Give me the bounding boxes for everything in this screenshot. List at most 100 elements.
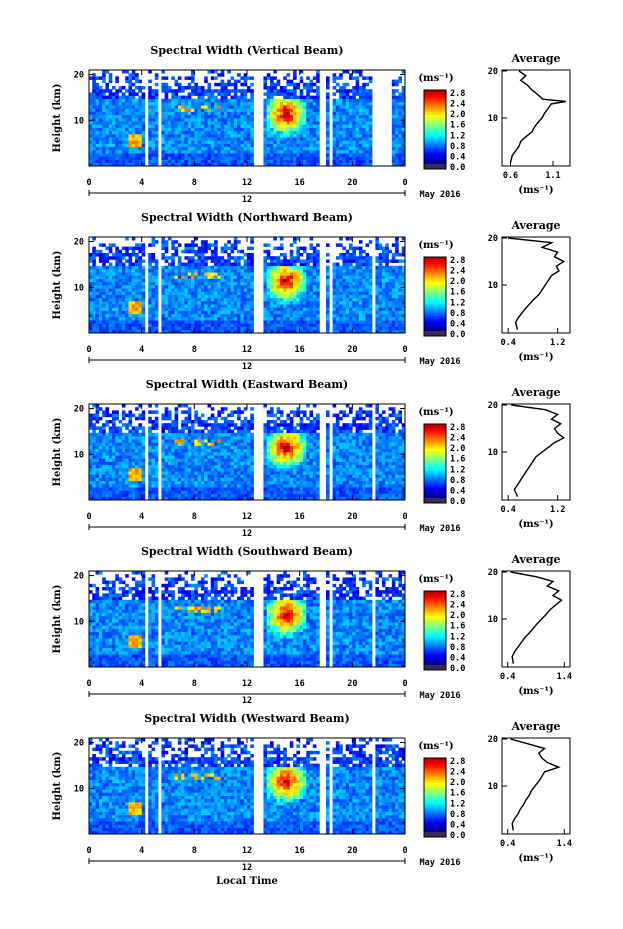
heatmap-cell: [191, 272, 195, 276]
heatmap-cell: [128, 310, 133, 315]
heatmap-cell: [312, 272, 317, 276]
heatmap-cell: [358, 114, 363, 119]
heatmap-cell: [115, 442, 119, 446]
heatmap-cell: [227, 313, 231, 318]
heatmap-cell: [125, 159, 129, 164]
heatmap-cell: [207, 130, 212, 135]
heatmap-cell: [89, 153, 93, 157]
heatmap-cell: [365, 281, 370, 286]
heatmap-cell: [115, 118, 119, 122]
heatmap-cell: [240, 111, 245, 116]
heatmap-cell: [135, 275, 139, 279]
heatmap-cell: [105, 102, 110, 106]
heatmap-cell: [316, 307, 320, 311]
heatmap-cell: [161, 150, 166, 154]
heatmap-cell: [112, 102, 116, 106]
heatmap-cell: [194, 262, 198, 267]
heatmap-cell: [342, 246, 347, 251]
heatmap-cell: [223, 278, 228, 283]
heatmap-cell: [306, 301, 310, 305]
heatmap-cell: [121, 246, 126, 251]
heatmap-cell: [194, 108, 198, 112]
heatmap-cell: [197, 121, 202, 125]
heatmap-cell: [401, 285, 406, 289]
heatmap-cell: [355, 118, 360, 122]
heatmap-cell: [339, 269, 343, 273]
heatmap-cell: [289, 288, 294, 292]
heatmap-cell: [227, 320, 231, 324]
heatmap-cell: [128, 487, 133, 491]
heatmap-cell: [108, 140, 113, 144]
heatmap-cell: [217, 310, 221, 315]
colorbar-segment: [424, 308, 446, 312]
heatmap-cell: [270, 259, 274, 263]
heatmap-cell: [92, 458, 96, 462]
heatmap-cell: [207, 108, 212, 112]
heatmap-cell: [200, 124, 205, 128]
heatmap-cell: [266, 153, 271, 157]
heatmap-cell: [312, 253, 317, 257]
heatmap-cell: [355, 304, 360, 308]
heatmap-cell: [128, 127, 133, 132]
heatmap-cell: [352, 281, 356, 286]
heatmap-cell: [128, 89, 133, 93]
heatmap-cell: [368, 297, 373, 302]
heatmap-cell: [102, 448, 106, 453]
heatmap-cell: [401, 159, 406, 164]
heatmap-cell: [108, 121, 113, 125]
colorbar-segment: [424, 261, 446, 265]
heatmap-cell: [200, 253, 205, 257]
heatmap-cell: [286, 323, 291, 327]
heatmap-cell: [335, 275, 340, 279]
heatmap-cell: [191, 281, 195, 286]
heatmap-cell: [135, 458, 139, 462]
heatmap-cell: [279, 114, 284, 119]
heatmap-cell: [141, 121, 146, 125]
heatmap-cell: [335, 108, 340, 112]
heatmap-cell: [365, 256, 370, 260]
heatmap-cell: [326, 253, 330, 257]
heatmap-cell: [342, 89, 347, 93]
heatmap-cell: [401, 146, 406, 151]
heatmap-cell: [233, 156, 238, 160]
heatmap-cell: [121, 480, 126, 485]
heatmap-cell: [401, 70, 406, 74]
heatmap-cell: [270, 294, 274, 299]
heatmap-cell: [293, 108, 297, 112]
heatmap-cell: [233, 320, 238, 324]
heatmap-cell: [207, 313, 212, 318]
heatmap-cell: [270, 79, 274, 84]
heatmap-cell: [89, 304, 93, 308]
heatmap-cell: [358, 249, 363, 254]
heatmap-cell: [128, 484, 133, 488]
heatmap-cell: [273, 108, 277, 112]
heatmap-cell: [223, 291, 228, 295]
heatmap-cell: [197, 130, 202, 135]
heatmap-cell: [299, 146, 304, 151]
heatmap-cell: [250, 143, 254, 148]
colorbar-segment: [424, 269, 446, 273]
heatmap-cell: [125, 304, 129, 308]
heatmap-cell: [171, 111, 175, 116]
colorbar-segment: [424, 323, 446, 327]
heatmap-cell: [187, 121, 192, 125]
heatmap-cell: [345, 291, 350, 295]
heatmap-cell: [335, 265, 340, 270]
heatmap-cell: [121, 256, 126, 260]
heatmap-cell: [401, 150, 406, 154]
heatmap-cell: [286, 134, 291, 138]
heatmap-cell: [237, 140, 241, 144]
heatmap-cell: [302, 121, 307, 125]
heatmap-cell: [230, 307, 235, 311]
heatmap-cell: [342, 307, 347, 311]
heatmap-cell: [339, 153, 343, 157]
heatmap-cell: [385, 294, 389, 299]
heatmap-cell: [237, 124, 241, 128]
heatmap-cell: [92, 249, 96, 254]
heatmap-cell: [398, 310, 403, 315]
heatmap-cell: [391, 130, 396, 135]
heatmap-cell: [306, 317, 310, 321]
heatmap-cell: [296, 82, 300, 87]
heatmap-cell: [181, 323, 185, 327]
heatmap-cell: [131, 265, 136, 270]
